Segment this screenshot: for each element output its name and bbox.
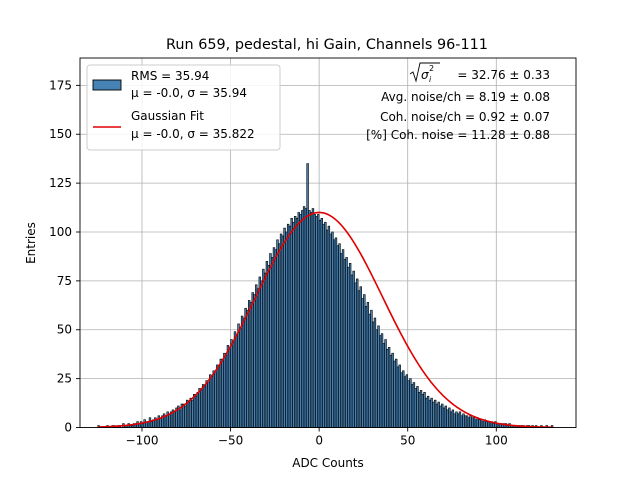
sqrt-sigma-symbol: σ 2 i <box>409 62 440 84</box>
legend: RMS = 35.94 μ = -0.0, σ = 35.94 Gaussian… <box>86 64 281 151</box>
legend-fit-label: Gaussian Fit <box>131 109 204 123</box>
svg-text:i: i <box>429 75 432 84</box>
legend-rms-stats: μ = -0.0, σ = 35.94 <box>131 86 247 100</box>
svg-text:σ: σ <box>421 68 429 82</box>
pct-coh-noise-label: [%] Coh. noise = 11.28 ± 0.88 <box>366 128 550 142</box>
coh-noise-label: Coh. noise/ch = 0.92 ± 0.07 <box>380 110 550 124</box>
y-tick-label: 125 <box>49 176 72 190</box>
x-tick-label: −100 <box>126 434 159 448</box>
y-tick-label: 50 <box>57 323 72 337</box>
sigma-value: = 32.76 ± 0.33 <box>457 68 550 82</box>
x-axis-label: ADC Counts <box>292 456 364 470</box>
legend-swatch-rms <box>92 79 122 91</box>
y-axis-ticks: 0 25 50 75 100 125 150 175 <box>49 78 80 435</box>
legend-rms-label: RMS = 35.94 <box>131 69 209 83</box>
y-tick-label: 0 <box>64 421 72 435</box>
y-tick-label: 75 <box>57 274 72 288</box>
avg-noise-label: Avg. noise/ch = 8.19 ± 0.08 <box>381 90 550 104</box>
x-tick-label: 100 <box>485 434 508 448</box>
x-tick-label: 50 <box>400 434 415 448</box>
x-tick-label: −50 <box>218 434 243 448</box>
legend-fit-stats: μ = -0.0, σ = 35.822 <box>131 127 255 141</box>
y-tick-label: 150 <box>49 127 72 141</box>
gaussian-fit-line <box>97 211 553 429</box>
y-axis-label: Entries <box>24 222 38 264</box>
y-tick-label: 100 <box>49 225 72 239</box>
svg-text:2: 2 <box>429 64 434 73</box>
plot-frame <box>79 57 577 428</box>
x-axis-ticks: −100 −50 0 50 100 <box>126 427 508 448</box>
noise-annotations: σ 2 i = 32.76 ± 0.33 Avg. noise/ch = 8.1… <box>366 62 550 142</box>
y-tick-label: 25 <box>57 372 72 386</box>
histogram-bars <box>97 163 554 428</box>
y-tick-label: 175 <box>49 78 72 92</box>
chart-title: Run 659, pedestal, hi Gain, Channels 96-… <box>166 37 488 53</box>
x-tick-label: 0 <box>315 434 323 448</box>
legend-box <box>86 64 281 151</box>
